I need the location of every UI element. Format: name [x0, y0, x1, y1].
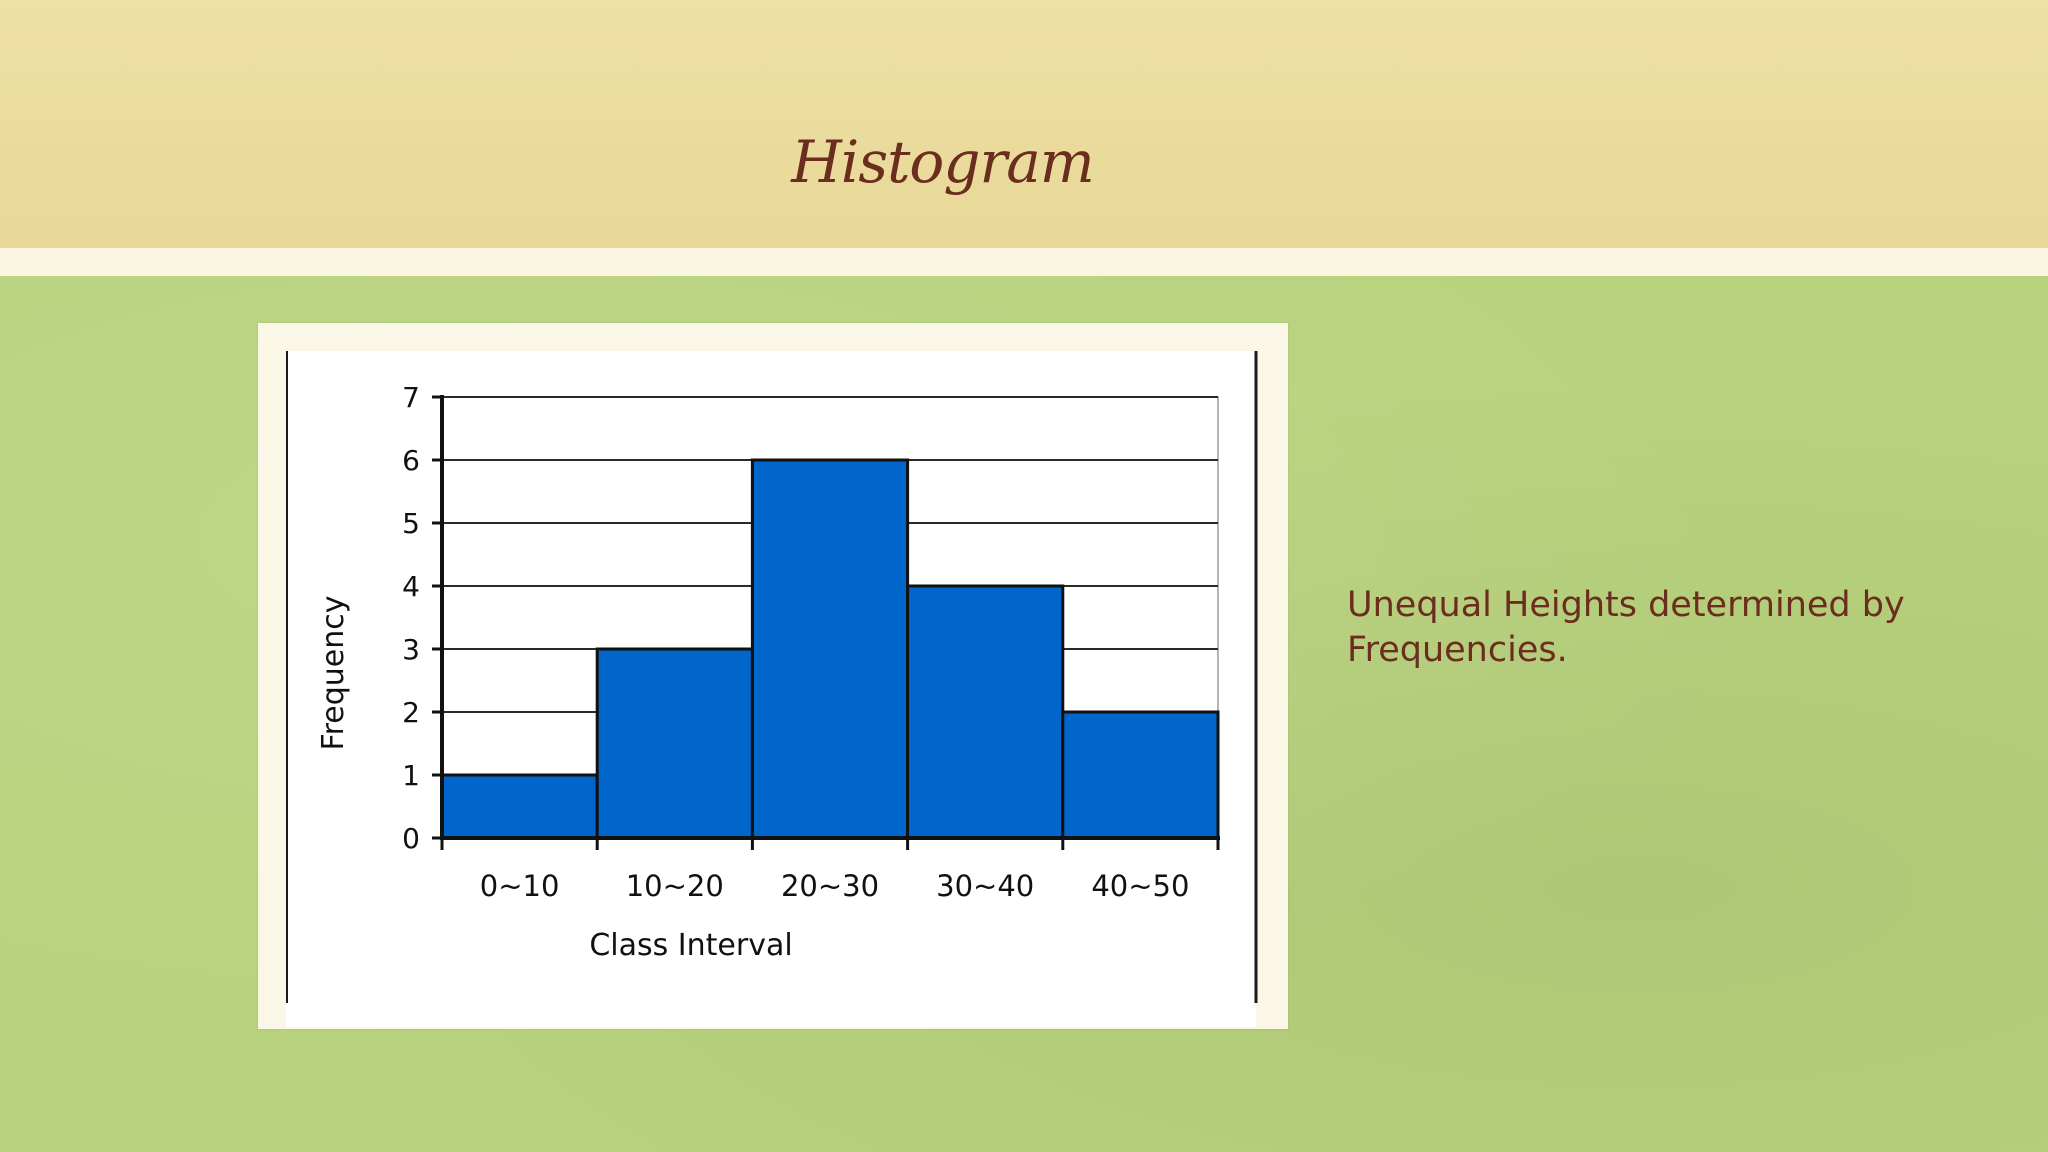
- y-tick-label: 4: [402, 570, 420, 603]
- axes: [440, 395, 1220, 840]
- x-tick-label: 20~30: [781, 869, 879, 903]
- y-tick-label: 6: [402, 444, 420, 477]
- y-axis-label: Frequency: [316, 596, 351, 751]
- bar-20~30: [750, 458, 910, 840]
- x-ticks: 0~10 10~20 20~30 30~40 40~50: [440, 838, 1220, 903]
- y-tick-label: 1: [402, 759, 420, 792]
- bar-40~50: [1061, 710, 1220, 840]
- y-tick-label: 7: [402, 381, 420, 414]
- x-tick-label: 0~10: [480, 869, 560, 903]
- y-tick-label: 5: [402, 507, 420, 540]
- chart-frame: 0 1 2 3 4 5 6 7 0~10 10~20 20~30 30~40 40~50 Class …: [258, 323, 1288, 1029]
- x-tick-label: 40~50: [1091, 869, 1189, 903]
- y-tick-label: 3: [402, 633, 420, 666]
- bar-0~10: [440, 773, 599, 840]
- histogram-chart: 0 1 2 3 4 5 6 7 0~10 10~20 20~30 30~40 40~50 Class …: [286, 351, 1258, 1027]
- divider-strip: [0, 248, 2048, 276]
- y-tick-label: 2: [402, 696, 420, 729]
- bar-10~20: [595, 647, 754, 840]
- x-tick-label: 30~40: [936, 869, 1034, 903]
- bars: [440, 458, 1220, 840]
- bar-30~40: [906, 584, 1065, 840]
- x-axis-label: Class Interval: [589, 928, 792, 963]
- slide-title: Histogram: [791, 128, 1095, 196]
- body-text: Unequal Heights determined by Frequencie…: [1347, 585, 1905, 670]
- x-tick-label: 10~20: [626, 869, 724, 903]
- y-ticks: 0 1 2 3 4 5 6 7: [402, 381, 442, 855]
- header-band: [0, 0, 2048, 248]
- y-tick-label: 0: [402, 822, 420, 855]
